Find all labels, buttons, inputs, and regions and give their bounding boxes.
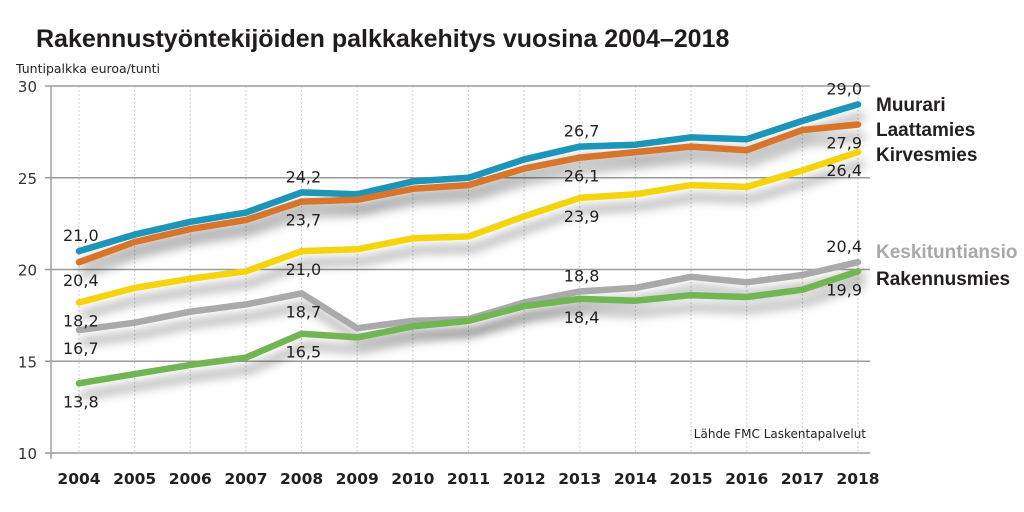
legend-item-muurari: Muurari — [876, 95, 946, 116]
y-axis-label: Tuntipalkka euroa/tunti — [15, 61, 160, 76]
series-line-kirvesmies — [75, 148, 862, 306]
data-label: 23,9 — [564, 207, 600, 226]
source-note: Lähde FMC Laskentapalvelut — [694, 427, 866, 441]
x-tick-label: 2006 — [169, 470, 212, 488]
data-label: 18,2 — [63, 312, 99, 331]
data-label: 18,8 — [564, 267, 600, 286]
data-label: 21,0 — [286, 260, 322, 279]
x-tick-label: 2016 — [725, 470, 768, 488]
x-tick-label: 2005 — [113, 470, 156, 488]
data-label: 16,7 — [63, 339, 99, 358]
series-lines — [75, 101, 862, 387]
legend: Muurari Laattamies Kirvesmies Keskituntians… — [876, 95, 1017, 290]
legend-item-kirvesmies: Kirvesmies — [876, 145, 977, 166]
data-label: 19,9 — [826, 280, 862, 299]
x-tick-label: 2009 — [336, 470, 379, 488]
data-label: 18,4 — [564, 308, 600, 327]
data-label: 29,0 — [826, 79, 862, 98]
x-tick-label: 2014 — [614, 470, 657, 488]
series-line-laattamies — [75, 121, 862, 266]
x-tick-label: 2004 — [57, 470, 100, 488]
data-label: 20,4 — [63, 271, 99, 290]
y-tick-labels: 10 15 20 25 30 — [18, 78, 37, 463]
x-tick-label: 2018 — [836, 470, 879, 488]
x-tick-label: 2007 — [224, 470, 267, 488]
y-tick-label: 25 — [18, 170, 37, 188]
x-tick-label: 2012 — [503, 470, 546, 488]
y-tick-label: 15 — [18, 353, 37, 371]
legend-item-rakennusmies: Rakennusmies — [876, 269, 1010, 290]
data-label: 13,8 — [63, 392, 99, 411]
legend-item-laattamies: Laattamies — [876, 120, 975, 141]
data-label: 20,4 — [826, 237, 862, 256]
data-label: 27,9 — [826, 134, 862, 153]
data-label: 26,1 — [564, 167, 600, 186]
x-tick-label: 2011 — [447, 470, 490, 488]
data-label: 18,7 — [286, 302, 322, 321]
y-tick-label: 10 — [18, 445, 37, 463]
x-tick-labels: 2004 2005 2006 2007 2008 2009 2010 2011 2012 2013… — [57, 470, 879, 488]
data-label: 23,7 — [286, 211, 322, 230]
x-tick-label: 2017 — [781, 470, 824, 488]
data-label: 21,0 — [63, 226, 99, 245]
data-label: 16,5 — [286, 343, 322, 362]
series-line-muurari — [75, 101, 862, 255]
chart-title: Rakennustyöntekijöiden palkkakehitys vuo… — [36, 25, 729, 53]
data-label: 26,4 — [826, 161, 862, 180]
data-labels: 21,0 24,2 26,7 29,0 20,4 23,7 26,1 27,9 18,2 21,0… — [63, 79, 862, 411]
data-label: 24,2 — [286, 167, 322, 186]
legend-item-keskituntiansio: Keskituntiansio — [876, 242, 1017, 263]
series-line-rakennusmies — [75, 268, 862, 387]
x-tick-label: 2015 — [670, 470, 713, 488]
data-label: 26,7 — [564, 122, 600, 141]
y-tick-label: 30 — [18, 78, 37, 96]
x-tick-label: 2008 — [280, 470, 323, 488]
y-tick-label: 20 — [18, 262, 37, 280]
x-tick-label: 2013 — [558, 470, 601, 488]
x-tick-label: 2010 — [391, 470, 434, 488]
